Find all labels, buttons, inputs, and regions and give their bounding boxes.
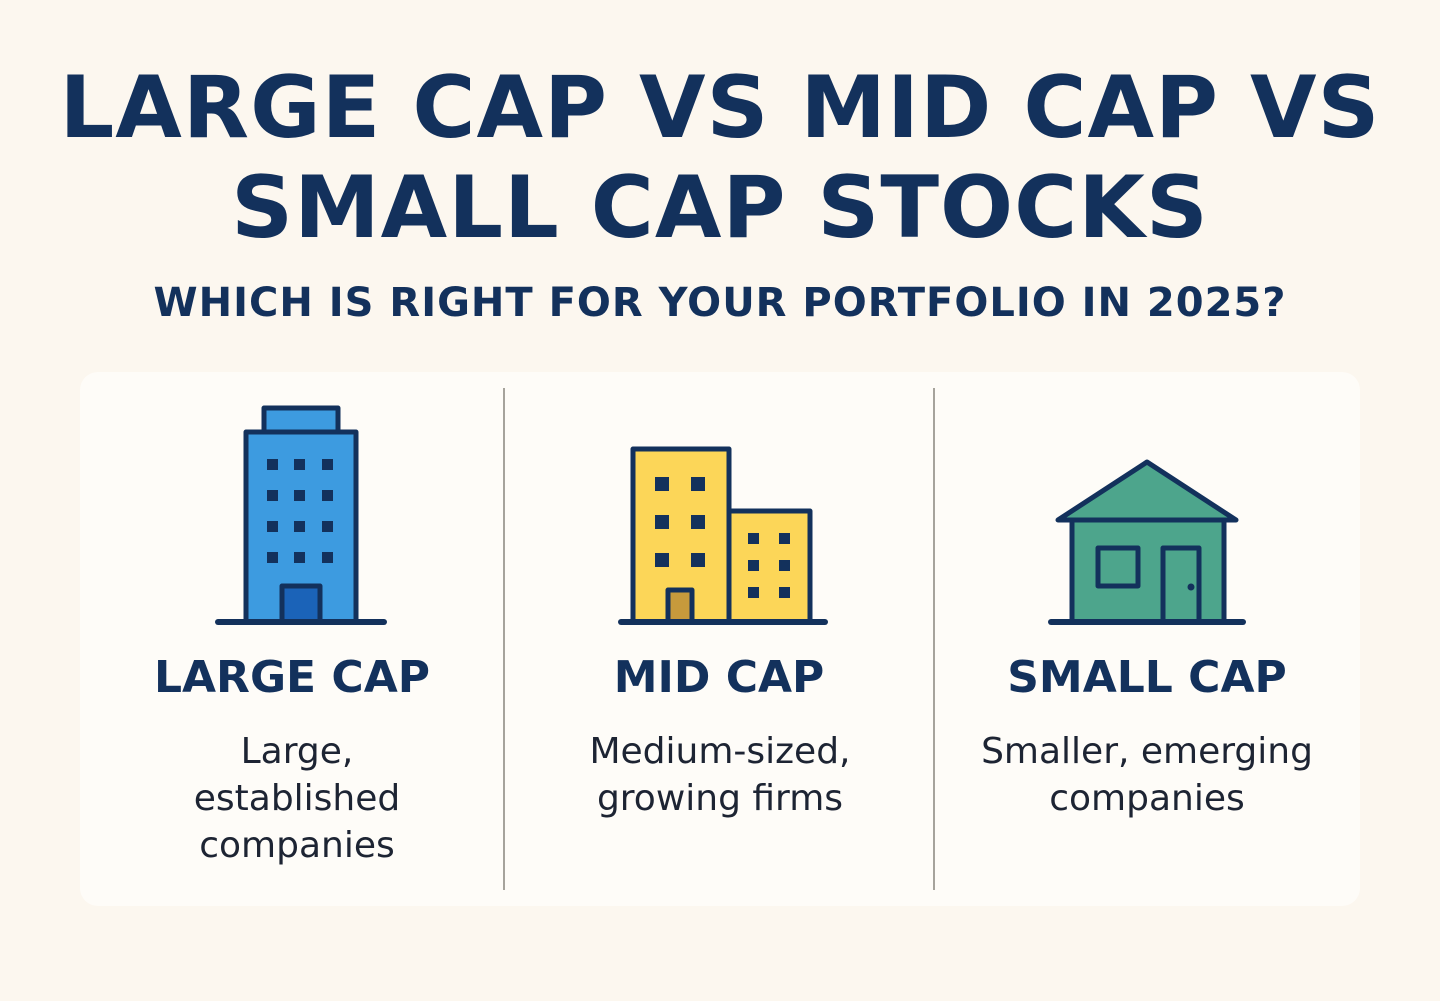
column-divider-2 [933, 388, 935, 890]
page-title-line-1: LARGE CAP VS MID CAP VS [59, 58, 1381, 158]
page-subtitle: WHICH IS RIGHT FOR YOUR PORTFOLIO IN 202… [153, 280, 1287, 326]
small-cap-column: SMALL CAP Smaller, emerging companies [934, 0, 1360, 1001]
large-cap-description: Large, established companies [193, 731, 401, 866]
skyscraper-icon [215, 405, 387, 625]
column-divider-1 [503, 388, 505, 890]
page-title-line-2: SMALL CAP STOCKS [231, 158, 1209, 258]
large-cap-title: LARGE CAP [153, 652, 431, 703]
house-icon [1048, 459, 1246, 625]
small-cap-description: Smaller, emerging companies [981, 731, 1313, 819]
buildings-icon [618, 446, 828, 625]
small-cap-title: SMALL CAP [1007, 652, 1287, 703]
mid-cap-title: MID CAP [613, 652, 825, 703]
large-cap-column: LARGE CAP Large, established companies [80, 0, 504, 1001]
mid-cap-column: MID CAP Medium-sized, growing firms [504, 0, 934, 1001]
mid-cap-description: Medium-sized, growing firms [589, 731, 851, 819]
